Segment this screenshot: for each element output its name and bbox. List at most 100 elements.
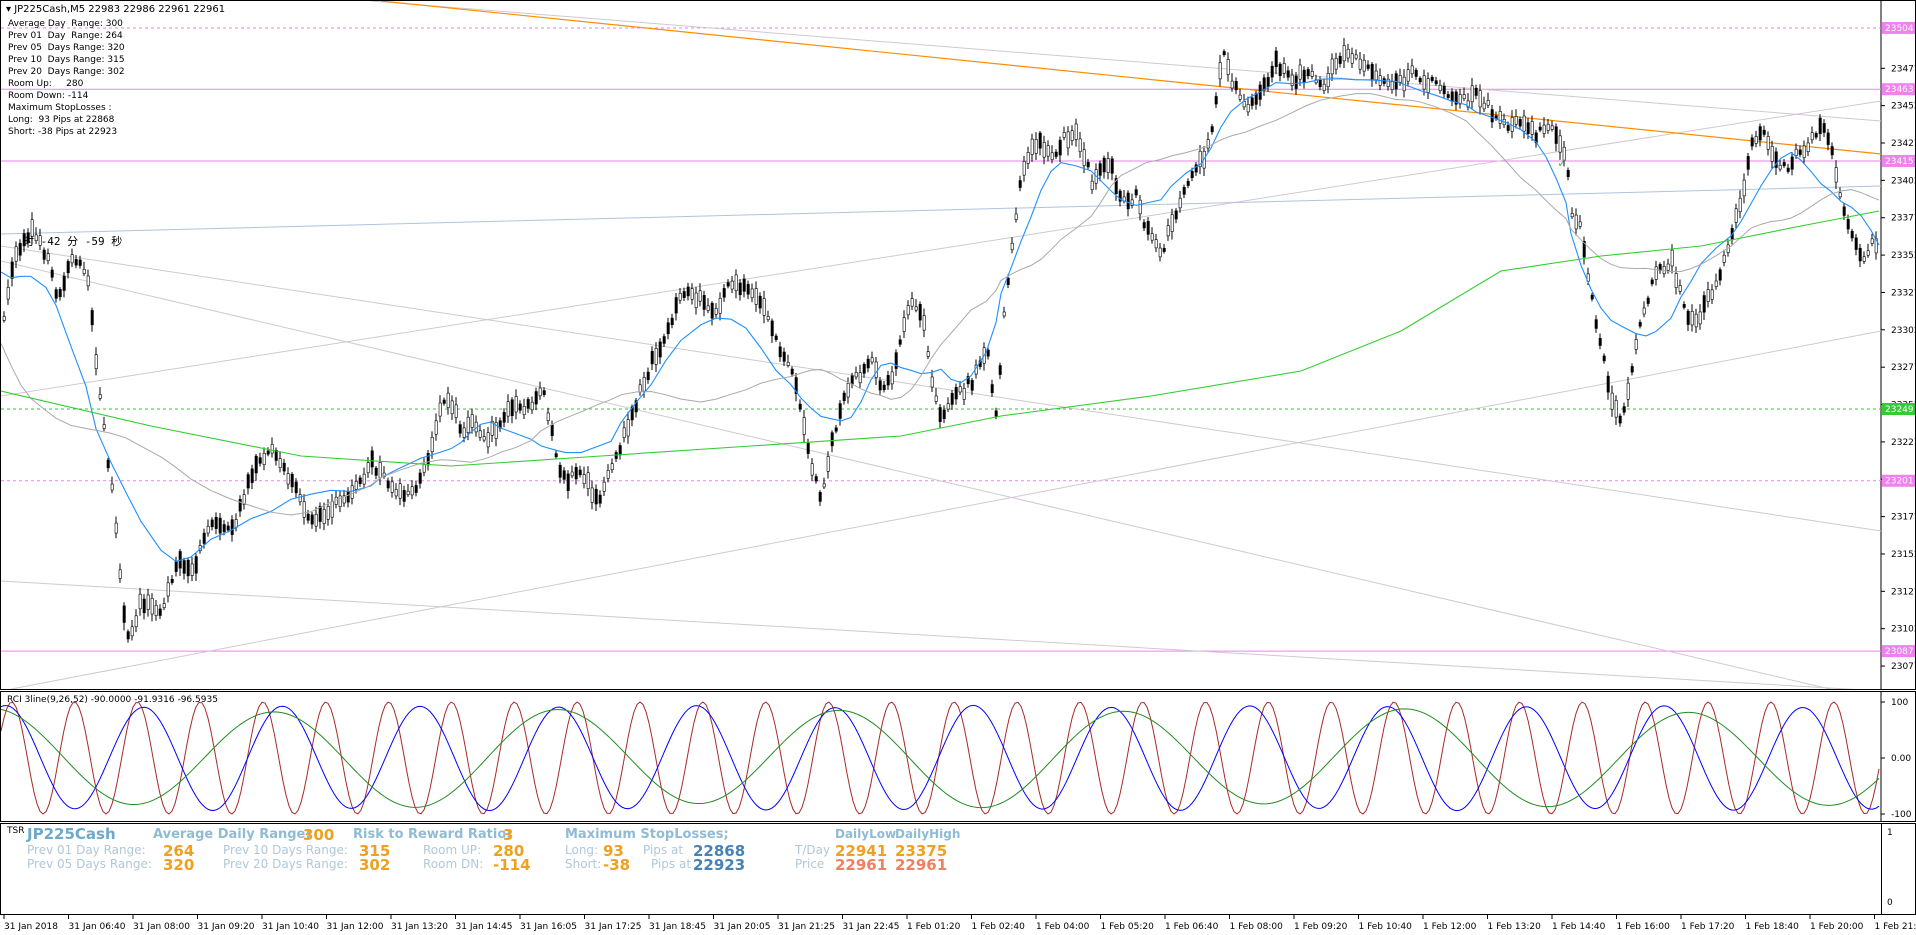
- candle-body: [754, 288, 758, 305]
- candle-body: [1350, 53, 1354, 64]
- tsr-indicator-pane[interactable]: TSR JP225Cash Average Daily Range: 300 R…: [0, 823, 1916, 915]
- candle-body: [1014, 213, 1018, 220]
- rci-indicator-pane[interactable]: 100 0.00 -100 RCI 3line(9,26,52) -90.0000 …: [0, 691, 1916, 822]
- time-tick-label: 1 Feb 05:20: [1101, 922, 1155, 932]
- candle-body: [1362, 59, 1366, 72]
- candle-body: [1790, 156, 1794, 170]
- candle-body: [766, 316, 770, 321]
- candle-body: [1714, 280, 1718, 287]
- candle-body: [378, 462, 382, 479]
- candle-body: [170, 578, 174, 583]
- candle-body: [1722, 254, 1726, 263]
- candle-body: [1046, 145, 1050, 157]
- candle-body: [434, 420, 438, 435]
- candle-body: [150, 598, 154, 615]
- candle-body: [554, 453, 558, 458]
- candle-body: [1126, 192, 1130, 210]
- candle-body: [1690, 311, 1694, 326]
- candle-body: [986, 349, 990, 357]
- candle-body: [874, 361, 878, 378]
- candle-body: [130, 626, 134, 637]
- chart-header: ▾ JP225Cash,M5 22983 22986 22961 22961: [6, 4, 225, 16]
- candle-body: [1234, 81, 1238, 91]
- candle-body: [1206, 139, 1210, 149]
- candle-body: [850, 375, 854, 385]
- trend-line: [8, 330, 1882, 689]
- rci-tick-label: 100: [1891, 698, 1908, 708]
- candle-body: [354, 481, 358, 490]
- candle-body: [66, 261, 70, 274]
- candle-body: [674, 297, 678, 314]
- candle-body: [314, 513, 318, 527]
- candle-body: [1038, 132, 1042, 149]
- candle-body: [1150, 233, 1154, 241]
- candle-body: [190, 563, 194, 576]
- candle-body: [654, 348, 658, 365]
- candle-body: [298, 494, 302, 503]
- candle-body: [1634, 339, 1638, 350]
- candle-body: [1614, 400, 1618, 418]
- price-tick-label: 23377: [1891, 214, 1916, 224]
- price-tick-label: 23477: [1891, 64, 1916, 74]
- candle-body: [446, 392, 450, 408]
- candle-body: [1070, 130, 1074, 141]
- candle-body: [450, 400, 454, 415]
- candle-body: [722, 288, 726, 298]
- level-marker: [1882, 645, 1915, 658]
- candle-body: [590, 487, 594, 503]
- level-marker: [1882, 154, 1915, 167]
- candle-body: [470, 414, 474, 428]
- candle-body: [1130, 199, 1134, 206]
- candle-body: [1298, 64, 1302, 80]
- time-tick-label: 31 Jan 14:45: [456, 922, 513, 932]
- candle-body: [206, 525, 210, 534]
- candle-body: [458, 424, 462, 434]
- candle-body: [370, 450, 374, 468]
- candle-body: [1630, 366, 1634, 373]
- rci-canvas[interactable]: 100 0.00 -100: [1, 692, 1916, 822]
- candle-body: [726, 282, 730, 287]
- price-tick-label: 23327: [1891, 288, 1916, 298]
- candle-body: [1022, 160, 1026, 176]
- candle-body: [1798, 149, 1802, 155]
- candle-body: [74, 259, 78, 266]
- candle-body: [26, 232, 30, 243]
- candle-body: [858, 372, 862, 384]
- candle-body: [1766, 136, 1770, 150]
- trend-line: [370, 1, 1882, 122]
- candle-body: [606, 469, 610, 479]
- candle-body: [466, 416, 470, 434]
- candle-body: [134, 615, 138, 628]
- candle-body: [1030, 138, 1034, 155]
- price-high: 22961: [895, 856, 948, 874]
- candle-body: [738, 282, 742, 296]
- candle-body: [1390, 81, 1394, 90]
- candle-body: [142, 598, 146, 614]
- candle-body: [1842, 206, 1846, 216]
- candle-body: [1098, 163, 1102, 176]
- candle-body: [1182, 187, 1186, 195]
- candle-body: [1346, 48, 1350, 59]
- candle-body: [1474, 87, 1478, 96]
- candle-body: [1242, 101, 1246, 108]
- rci-tick-label: 0.00: [1891, 754, 1911, 764]
- candle-body: [1698, 311, 1702, 325]
- level-marker-label: 23087: [1885, 647, 1914, 657]
- candle-body: [938, 407, 942, 422]
- candle-body: [1446, 94, 1450, 98]
- time-tick-label: 1 Feb 09:20: [1294, 922, 1348, 932]
- time-axis: 31 Jan 2018 31 Jan 06:40 31 Jan 08:00 31 Ja…: [0, 915, 1916, 935]
- time-tick-label: 1 Feb 16:00: [1617, 922, 1671, 932]
- candle-body: [1694, 313, 1698, 328]
- candle-body: [394, 489, 398, 497]
- candle-body: [546, 412, 550, 421]
- candle-body: [222, 524, 226, 532]
- collapse-triangle-icon[interactable]: ▾: [6, 4, 15, 15]
- candle-body: [522, 406, 526, 415]
- time-tick-label: 1 Feb 14:40: [1552, 922, 1606, 932]
- candle-body: [306, 513, 310, 521]
